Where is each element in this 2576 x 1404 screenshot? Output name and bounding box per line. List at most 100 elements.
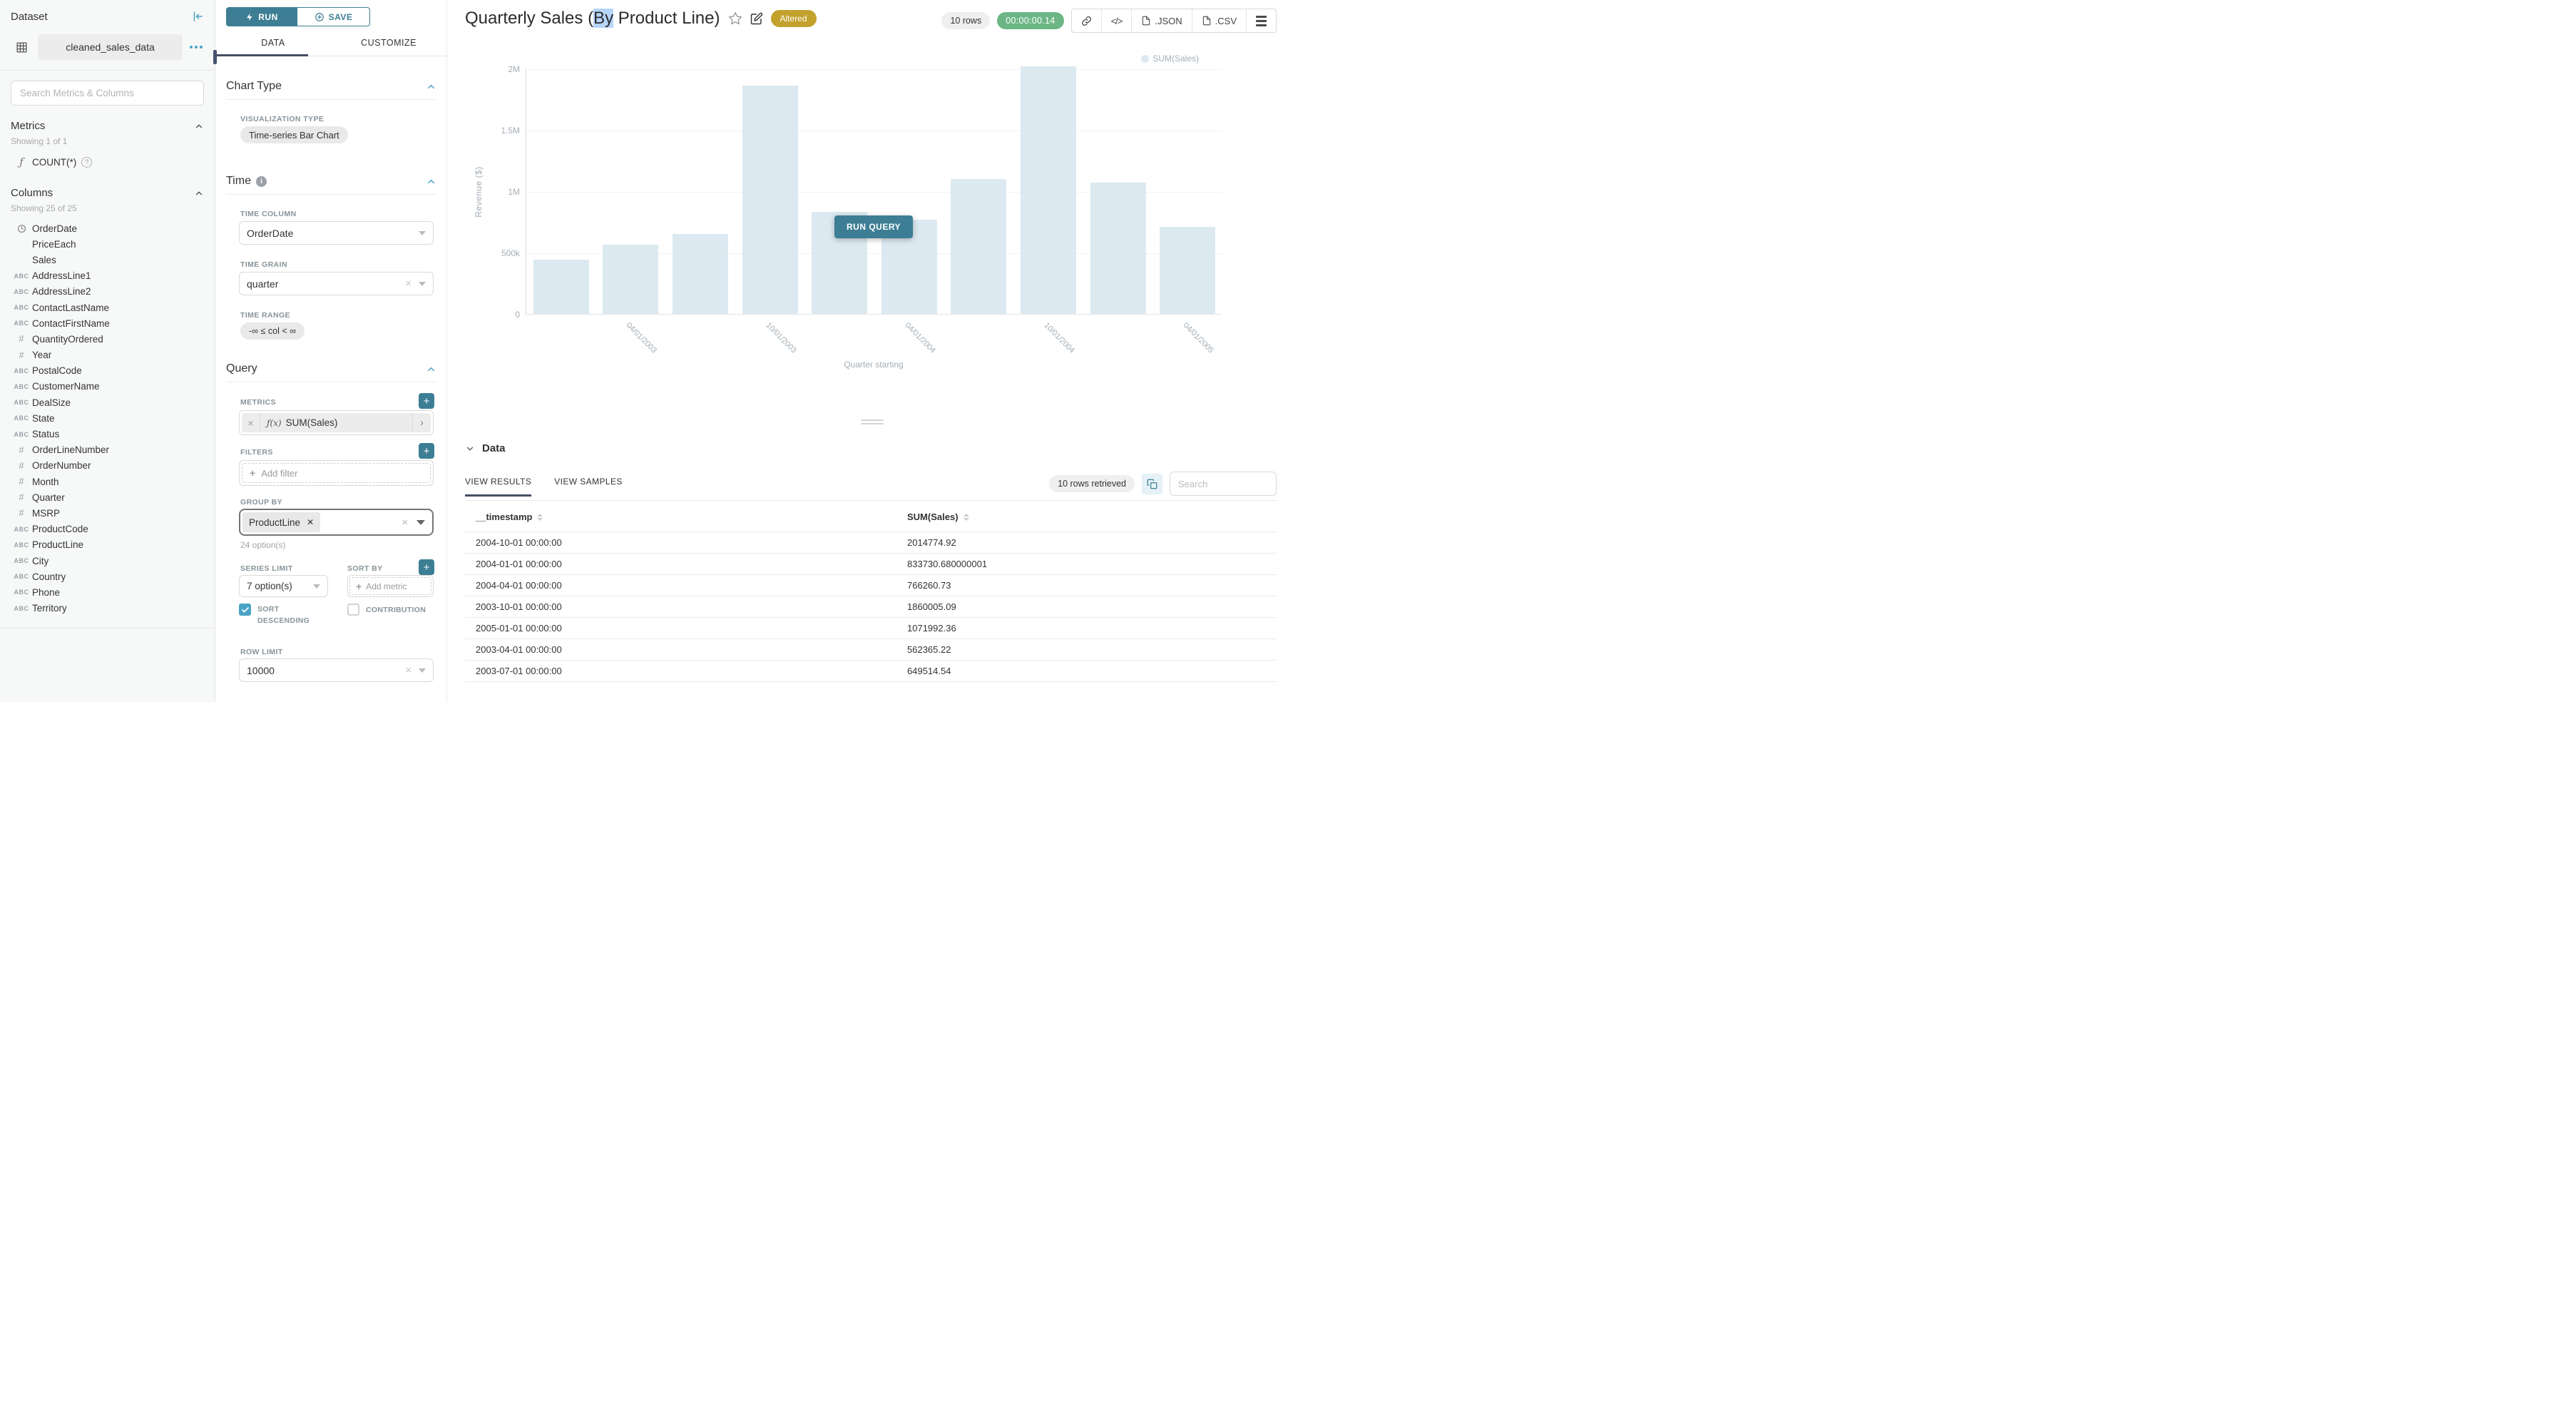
- x-axis-tick: 10/01/2003: [764, 321, 798, 355]
- column-item[interactable]: ABC PostalCode: [0, 363, 215, 379]
- column-item[interactable]: ABC AddressLine2: [0, 284, 215, 300]
- columns-collapse-icon[interactable]: [194, 188, 204, 198]
- run-query-button[interactable]: RUN QUERY: [834, 215, 914, 238]
- data-panel: Data VIEW RESULTS VIEW SAMPLES 10 rows r…: [447, 434, 1288, 702]
- abc-icon: ABC: [14, 288, 29, 295]
- tab-view-samples[interactable]: VIEW SAMPLES: [554, 477, 623, 487]
- column-item[interactable]: # Quarter: [0, 489, 215, 505]
- altered-badge[interactable]: Altered: [770, 10, 817, 27]
- column-item[interactable]: ABC State: [0, 410, 215, 426]
- column-item[interactable]: Sales: [0, 252, 215, 268]
- time-collapse-icon[interactable]: [426, 176, 436, 187]
- tab-view-results[interactable]: VIEW RESULTS: [465, 477, 532, 497]
- query-collapse-icon[interactable]: [426, 364, 436, 375]
- chart-menu-button[interactable]: [1246, 9, 1276, 32]
- save-button[interactable]: SAVE: [297, 7, 370, 26]
- clear-icon[interactable]: ×: [405, 664, 412, 676]
- column-item[interactable]: ABC Phone: [0, 584, 215, 600]
- add-filter-dropzone[interactable]: + Add filter: [242, 463, 431, 483]
- edit-title-icon[interactable]: [750, 12, 763, 25]
- x-axis-tick: 04/01/2004: [903, 321, 937, 355]
- column-item[interactable]: # Month: [0, 474, 215, 489]
- panel-splitter-handle[interactable]: [213, 50, 217, 64]
- favorite-star-icon[interactable]: [728, 11, 742, 26]
- series-limit-select[interactable]: 7 option(s): [239, 575, 328, 597]
- column-item[interactable]: ABC Territory: [0, 601, 215, 616]
- column-item[interactable]: ABC ContactLastName: [0, 300, 215, 315]
- expand-metric-icon[interactable]: ›: [412, 413, 431, 432]
- dataset-sidebar: Dataset cleaned_sales_data Metrics Showi…: [0, 0, 215, 702]
- copy-data-button[interactable]: [1142, 473, 1162, 494]
- chart-title[interactable]: Quarterly Sales (By Product Line): [465, 9, 720, 28]
- copy-link-button[interactable]: [1072, 9, 1101, 32]
- table-cell: 2014774.92: [907, 537, 956, 548]
- time-grain-select[interactable]: quarter ×: [239, 272, 434, 295]
- tab-data[interactable]: DATA: [215, 34, 331, 56]
- column-item[interactable]: ABC City: [0, 553, 215, 569]
- row-limit-select[interactable]: 10000 ×: [239, 658, 434, 682]
- column-item[interactable]: ABC Status: [0, 426, 215, 442]
- export-csv-button[interactable]: .CSV: [1191, 9, 1246, 32]
- data-panel-toggle[interactable]: Data: [465, 442, 506, 454]
- column-item[interactable]: ABC ProductLine: [0, 537, 215, 553]
- search-metrics-columns-input[interactable]: [11, 81, 204, 106]
- clear-icon[interactable]: ×: [405, 278, 412, 290]
- remove-chip-icon[interactable]: ✕: [307, 517, 315, 527]
- column-item[interactable]: # OrderNumber: [0, 458, 215, 474]
- dataset-name[interactable]: cleaned_sales_data: [38, 34, 183, 60]
- tab-customize[interactable]: CUSTOMIZE: [361, 38, 416, 48]
- abc-icon: ABC: [14, 430, 29, 438]
- group-by-chip[interactable]: ProductLine ✕: [242, 512, 321, 532]
- sort-descending-checkbox[interactable]: [239, 604, 251, 616]
- run-button[interactable]: RUN: [226, 7, 297, 26]
- embed-code-button[interactable]: </>: [1100, 9, 1132, 32]
- abc-icon: ABC: [14, 541, 29, 549]
- column-item[interactable]: # QuantityOrdered: [0, 331, 215, 347]
- group-by-select[interactable]: ProductLine ✕ ×: [239, 509, 434, 536]
- column-item[interactable]: ABC AddressLine1: [0, 268, 215, 284]
- data-search-input[interactable]: [1170, 472, 1277, 496]
- metrics-collapse-icon[interactable]: [194, 121, 204, 131]
- column-item[interactable]: PriceEach: [0, 236, 215, 252]
- lightning-icon: [247, 13, 252, 21]
- export-json-button[interactable]: .JSON: [1131, 9, 1191, 32]
- time-range-value[interactable]: -∞ ≤ col < ∞: [240, 322, 305, 340]
- column-item[interactable]: ABC DealSize: [0, 395, 215, 410]
- group-by-label: GROUP BY: [240, 498, 283, 507]
- column-item[interactable]: ABC Country: [0, 569, 215, 584]
- add-sort-metric-button[interactable]: +: [419, 559, 434, 575]
- add-metric-button[interactable]: +: [419, 393, 434, 409]
- chart-type-collapse-icon[interactable]: [426, 81, 436, 92]
- add-sort-metric-dropzone[interactable]: + Add metric: [349, 577, 431, 595]
- column-item[interactable]: # Year: [0, 347, 215, 363]
- metric-pill[interactable]: × ƒ(x) SUM(Sales) ›: [242, 413, 431, 432]
- panel-resize-handle[interactable]: [861, 419, 884, 424]
- collapse-panel-icon[interactable]: [191, 10, 204, 23]
- column-item[interactable]: OrderDate: [0, 220, 215, 236]
- time-column-select[interactable]: OrderDate: [239, 221, 434, 245]
- column-item-label: City: [32, 555, 49, 566]
- remove-metric-icon[interactable]: ×: [242, 413, 260, 432]
- table-cell: 1860005.09: [907, 601, 956, 612]
- code-icon: </>: [1110, 15, 1123, 26]
- legend-item[interactable]: SUM(Sales): [1141, 54, 1199, 63]
- dataset-table-icon: [11, 41, 32, 54]
- hash-icon: #: [19, 444, 24, 455]
- column-item[interactable]: ABC CustomerName: [0, 379, 215, 395]
- column-item-label: OrderDate: [32, 223, 78, 234]
- column-header-sum-sales[interactable]: SUM(Sales): [907, 512, 1277, 522]
- column-item[interactable]: # OrderLineNumber: [0, 442, 215, 458]
- column-item-label: PriceEach: [32, 238, 76, 250]
- clear-icon[interactable]: ×: [402, 516, 408, 529]
- main-area: Quarterly Sales (By Product Line) Altere…: [447, 0, 1288, 702]
- column-header-timestamp[interactable]: __timestamp: [476, 512, 907, 522]
- viz-type-value[interactable]: Time-series Bar Chart: [240, 126, 348, 143]
- dataset-options-icon[interactable]: [188, 46, 204, 49]
- time-grain-label: TIME GRAIN: [240, 260, 287, 269]
- column-item[interactable]: ABC ProductCode: [0, 522, 215, 537]
- column-item[interactable]: ABC ContactFirstName: [0, 315, 215, 331]
- column-item[interactable]: # MSRP: [0, 505, 215, 521]
- add-filter-button[interactable]: +: [419, 443, 434, 459]
- contribution-checkbox[interactable]: [347, 604, 359, 616]
- metric-item[interactable]: ƒ COUNT(*) ?: [11, 156, 204, 168]
